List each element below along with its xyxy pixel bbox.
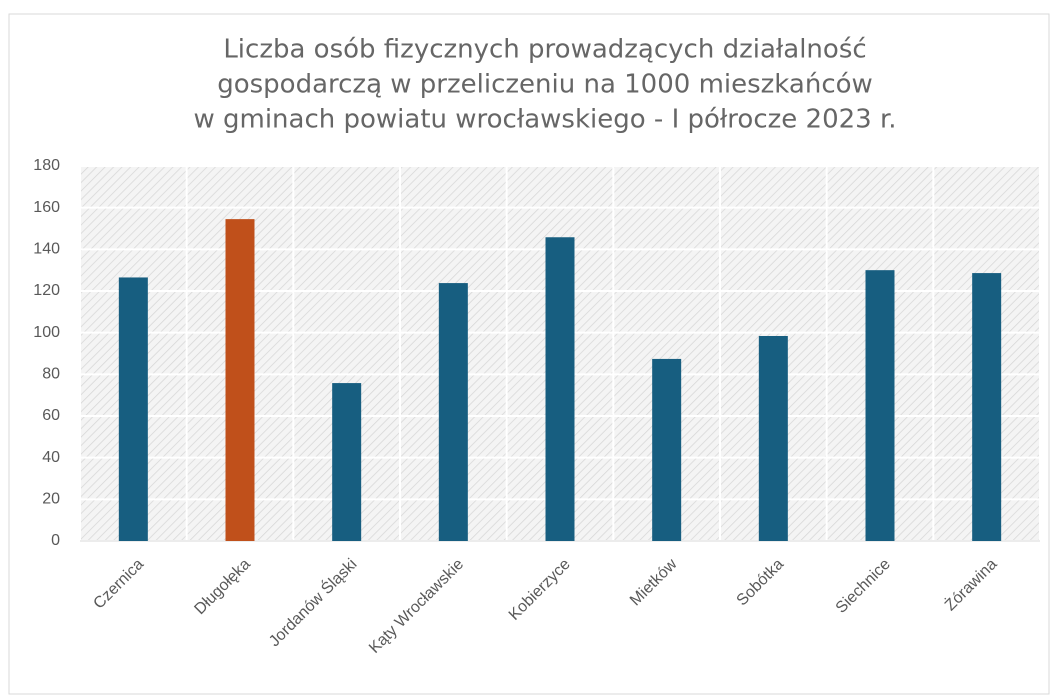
chart-title: Liczba osób fizycznych prowadzących dzia… — [223, 35, 866, 65]
bar — [545, 237, 575, 541]
y-tick-label: 20 — [42, 491, 60, 508]
bar — [865, 270, 895, 541]
bar — [438, 283, 468, 541]
bar — [972, 273, 1002, 541]
chart-title: gospodarczą w przeliczeniu na 1000 miesz… — [217, 70, 873, 100]
y-tick-label: 180 — [33, 157, 60, 174]
y-tick-label: 120 — [33, 282, 60, 299]
y-tick-label: 60 — [42, 407, 60, 424]
bar — [225, 219, 255, 541]
y-tick-label: 40 — [42, 449, 60, 466]
y-tick-label: 100 — [33, 324, 60, 341]
y-tick-label: 160 — [33, 199, 60, 216]
chart-title: w gminach powiatu wrocławskiego - I półr… — [193, 105, 896, 135]
y-tick-label: 80 — [42, 366, 60, 383]
bar — [118, 277, 148, 541]
bar — [332, 383, 362, 541]
bar — [758, 336, 788, 541]
y-tick-label: 140 — [33, 241, 60, 258]
y-tick-label: 0 — [51, 532, 60, 549]
bar — [652, 358, 682, 541]
